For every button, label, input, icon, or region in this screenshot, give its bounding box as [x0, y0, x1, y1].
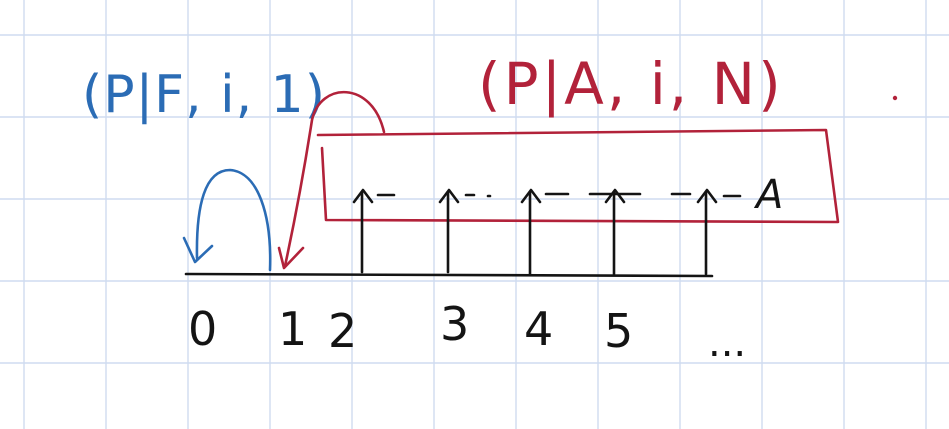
red-arrowhead	[277, 246, 305, 270]
stray-dot	[892, 95, 898, 101]
tick-label-5: 5	[604, 304, 633, 358]
annuity-label: A	[753, 172, 783, 218]
blue-loop-arrow	[195, 168, 272, 272]
tick-label-1: 1	[278, 302, 307, 356]
time-axis	[184, 272, 714, 278]
tick-labels: 0 1 2 3 4 5	[188, 297, 633, 358]
tick-label-3: 3	[440, 297, 469, 351]
ellipsis-label: ...	[708, 320, 746, 366]
arrow-dash-connector	[376, 192, 742, 198]
annuity-arrows	[352, 188, 718, 276]
arrow-head-6	[696, 188, 718, 204]
blue-annotation-label: (P|F, i, 1)	[82, 65, 326, 125]
tick-label-2: 2	[328, 304, 357, 358]
red-annotation-label: (P|A, i, N)	[478, 50, 784, 118]
red-bracket-box	[316, 128, 840, 224]
blue-arrowhead	[182, 236, 214, 264]
tick-label-0: 0	[188, 302, 217, 356]
arrow-head-5	[604, 188, 626, 204]
arrow-head-2	[352, 188, 374, 204]
arrow-head-3	[438, 188, 460, 204]
red-curved-arrow	[283, 90, 386, 268]
tick-label-4: 4	[524, 302, 553, 356]
arrow-head-4	[520, 188, 542, 204]
